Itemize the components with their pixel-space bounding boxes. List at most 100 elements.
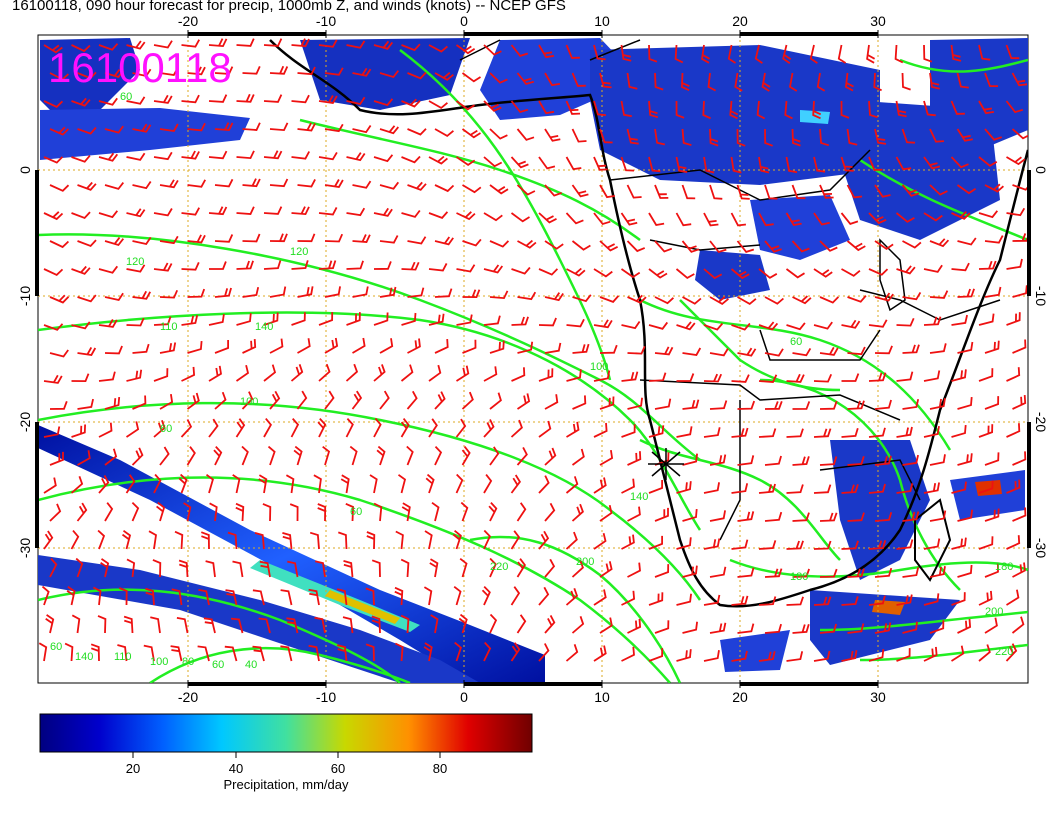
wind-barb	[434, 128, 454, 137]
wind-barb	[171, 588, 183, 606]
wind-barb	[132, 290, 151, 300]
contour-line	[639, 298, 952, 451]
wind-barb	[786, 373, 805, 383]
contour-line	[38, 588, 401, 683]
precip-patch	[590, 45, 880, 185]
lon-tick-label: 20	[732, 689, 748, 705]
wind-barb	[49, 72, 69, 81]
contour-label: 200	[576, 556, 594, 568]
wind-barb	[1006, 479, 1021, 494]
wind-barb	[984, 72, 998, 87]
wind-barb	[401, 502, 411, 522]
wind-barb	[792, 568, 810, 578]
wind-barb	[847, 400, 865, 410]
wind-barb	[90, 643, 100, 662]
wind-barb	[153, 419, 166, 438]
wind-barb	[126, 208, 146, 218]
wind-barb	[400, 364, 414, 382]
wind-barb	[322, 445, 331, 466]
wind-barb	[236, 313, 252, 326]
wind-barb	[379, 390, 390, 410]
wind-barb	[132, 236, 152, 246]
wind-barb	[929, 510, 947, 522]
contour-label: 110	[114, 651, 132, 663]
wind-barb	[544, 394, 559, 410]
wind-barb	[902, 567, 920, 578]
wind-barb	[205, 560, 216, 578]
wind-barb	[395, 530, 404, 550]
lon-tick-label: 10	[594, 689, 610, 705]
wind-barb	[789, 72, 798, 92]
wind-barb	[984, 452, 1000, 466]
wind-barb	[92, 586, 102, 606]
wind-barb	[143, 644, 155, 662]
wind-barb	[538, 643, 550, 662]
wind-barb	[132, 68, 152, 78]
wind-barb	[923, 156, 941, 170]
wind-barb	[565, 476, 579, 494]
wind-barb	[868, 483, 886, 494]
bottom-lon-labels: -20 -10 0 10 20 30	[178, 689, 886, 705]
wind-barb	[1012, 285, 1028, 298]
wind-barb	[43, 211, 64, 221]
wind-barb	[153, 368, 169, 382]
wind-barb	[792, 347, 812, 357]
wind-barb	[434, 339, 449, 354]
wind-barb	[676, 649, 692, 662]
wind-barb	[868, 595, 886, 606]
wind-barb	[208, 418, 219, 438]
wind-barb	[71, 614, 81, 634]
wind-barb	[544, 614, 556, 634]
wind-barb	[571, 184, 589, 198]
wind-barb	[847, 568, 865, 578]
wind-barb	[764, 240, 782, 253]
wind-barb	[923, 316, 942, 326]
wind-barb	[701, 44, 711, 64]
wind-barb	[291, 260, 309, 270]
wind-barb	[516, 558, 526, 578]
wind-barb	[126, 96, 146, 105]
wind-barb	[538, 368, 554, 382]
wind-barb	[252, 645, 265, 662]
wind-barb	[703, 538, 721, 550]
wind-barb	[483, 100, 502, 112]
wind-barb	[599, 72, 612, 89]
wind-barb	[621, 478, 635, 494]
wind-barb	[984, 128, 1002, 141]
wind-barb	[682, 296, 702, 305]
wind-barb	[654, 184, 669, 199]
wind-barb	[425, 473, 435, 494]
wind-barb	[510, 156, 529, 169]
contour-label: 40	[245, 659, 257, 671]
wind-barb	[516, 502, 527, 522]
wind-barb	[1005, 44, 1020, 60]
wind-barb	[648, 268, 668, 279]
wind-barb	[407, 128, 427, 136]
wind-barb	[758, 428, 777, 438]
wind-barb	[978, 536, 994, 550]
wind-barb	[346, 40, 366, 49]
wind-barb	[429, 558, 439, 578]
wind-barb	[571, 240, 591, 251]
wind-barb	[352, 234, 371, 243]
wind-barb	[510, 642, 521, 662]
wind-barb	[428, 155, 448, 165]
wind-barb	[709, 510, 726, 522]
wind-barb	[407, 338, 421, 354]
contour-label: 140	[255, 321, 273, 333]
wind-barb	[76, 502, 88, 522]
wind-barb	[648, 535, 663, 550]
wind-barb	[373, 364, 386, 382]
wind-barb	[902, 291, 922, 301]
lat-tick-label: 0	[17, 166, 33, 174]
wind-barb	[923, 593, 940, 606]
wind-barb	[929, 398, 946, 410]
wind-barb	[176, 617, 189, 634]
wind-barb	[159, 393, 174, 410]
wind-barb	[703, 322, 724, 331]
wind-barb	[840, 212, 859, 225]
wind-barb	[764, 348, 784, 357]
wind-barb	[957, 509, 973, 522]
wind-barb	[626, 128, 639, 145]
wind-barb	[593, 319, 613, 329]
